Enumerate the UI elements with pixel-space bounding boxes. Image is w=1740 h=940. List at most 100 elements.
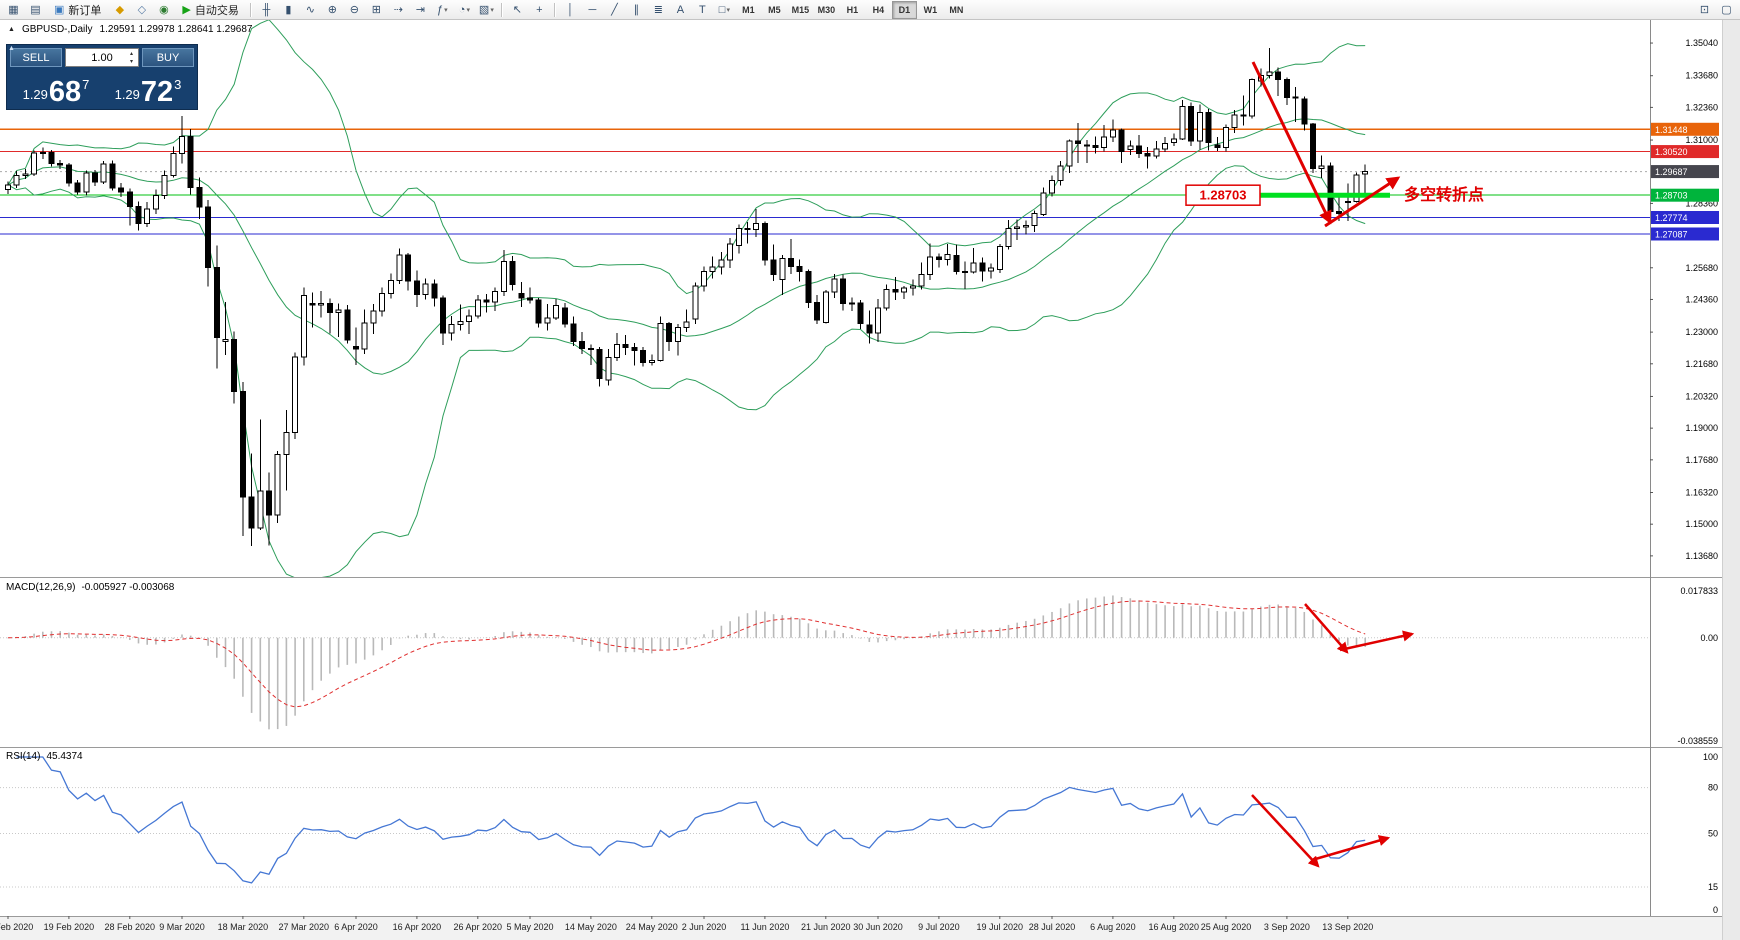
new-chart-icon[interactable]: ▦ — [3, 0, 24, 19]
market-watch-icon[interactable]: ◆ — [109, 0, 130, 19]
timeframe-h1[interactable]: H1 — [846, 4, 859, 15]
timeframe-mn[interactable]: MN — [949, 4, 964, 15]
zoom-in-icon: ⊕ — [327, 4, 337, 16]
toolbar-separator — [249, 2, 252, 17]
sell-button[interactable]: SELL — [10, 48, 62, 67]
periods-icon-dropdown[interactable]: ▾ — [466, 6, 470, 14]
equidistant-channel-icon: ∥ — [633, 4, 640, 16]
price-annotations[interactable]: 1.28703 多空转折点 — [1185, 61, 1484, 228]
data-window-icon[interactable]: ◇ — [131, 0, 152, 19]
down-move-arrow — [1251, 61, 1332, 225]
zoom-out-icon[interactable]: ⊖ — [344, 0, 365, 19]
auto-scroll-icon: ⇢ — [393, 4, 403, 16]
horizontal-line-icon[interactable]: ─ — [582, 0, 603, 19]
new-order-button[interactable]: ▣ 新订单 — [47, 0, 108, 19]
turning-point-text: 多空转折点 — [1404, 185, 1484, 204]
profiles-icon[interactable]: ▤ — [25, 0, 46, 19]
market-watch-icon: ◆ — [115, 4, 125, 16]
auto-scroll-icon[interactable]: ⇢ — [388, 0, 409, 19]
toolbar-separator — [500, 2, 503, 17]
chart-marker-icon: ▲ — [8, 26, 15, 33]
fibonacci-icon[interactable]: ≣ — [648, 0, 669, 19]
arrows-icon[interactable]: □ ▾ — [714, 0, 735, 19]
spin-down-icon[interactable]: ▾ — [129, 59, 133, 65]
macd-scale-zero: 0.00 — [1700, 633, 1718, 643]
autotrading-button[interactable]: ▶ 自动交易 — [175, 0, 245, 19]
templates-icon[interactable]: ▧ ▾ — [476, 0, 497, 19]
periods-icon[interactable]: ◔ ▾ — [454, 0, 475, 19]
badge-text: 1.27774 — [1655, 213, 1688, 223]
timeframe-m15[interactable]: M15 — [791, 4, 810, 15]
time-axis-label: 28 Feb 2020 — [105, 922, 156, 932]
window-list-icon[interactable]: ▢ — [1716, 0, 1737, 19]
time-axis-label: 5 May 2020 — [506, 922, 553, 932]
time-axis-label: 21 Jun 2020 — [801, 922, 851, 932]
indicators-icon-dropdown[interactable]: ▾ — [444, 6, 448, 14]
timeframe-m30[interactable]: M30 — [817, 4, 836, 15]
volume-spinner[interactable]: ▴ ▾ — [126, 50, 137, 65]
current-price-badge — [1651, 165, 1719, 179]
main-toolbar: ▦ ▤ ▣ 新订单 ◆ ◇ ◉ ▶ 自动交易 ╫ ▮ ∿ ⊕ ⊖ ⊞ ⇢ ⇥ ƒ ▾ ◔ ▾ ▧ ▾ ↖ + │ ─ ╱ ∥ ≣ A T □ ▾ M… — [0, 0, 1740, 20]
cursor-icon[interactable]: ↖ — [507, 0, 528, 19]
line-chart-icon: ∿ — [305, 4, 315, 16]
line-chart-icon[interactable]: ∿ — [300, 0, 321, 19]
templates-icon: ▧ — [478, 4, 490, 16]
spin-up-icon[interactable]: ▴ — [129, 51, 133, 57]
candlestick-chart-icon[interactable]: ▮ — [278, 0, 299, 19]
rsi-scale-label: 50 — [1708, 829, 1718, 839]
macd-annotations[interactable] — [1304, 603, 1415, 654]
new-order-button-icon: ▣ — [54, 4, 65, 16]
bar-chart-icon[interactable]: ╫ — [256, 0, 277, 19]
zoom-in-icon[interactable]: ⊕ — [322, 0, 343, 19]
sell-price-display[interactable]: 1.29 68 7 — [22, 76, 90, 109]
time-axis-label: 19 Jul 2020 — [977, 922, 1024, 932]
timeframe-w1[interactable]: W1 — [923, 4, 938, 15]
rsi-annotations[interactable] — [1251, 794, 1391, 868]
buy-price-display[interactable]: 1.29 72 3 — [114, 76, 182, 109]
new-window-icon: ⊡ — [1699, 4, 1710, 16]
timeframe-d1[interactable]: D1 — [891, 0, 917, 19]
indicators-icon[interactable]: ƒ ▾ — [432, 0, 453, 19]
horizontal-level-lines[interactable] — [0, 128, 1650, 235]
price-scale-label: 1.24360 — [1685, 294, 1718, 304]
text-label-icon[interactable]: T — [692, 0, 713, 19]
tile-windows-icon[interactable]: ⊞ — [366, 0, 387, 19]
level-price-badge — [1651, 122, 1719, 136]
chart-background — [0, 20, 1740, 940]
price-scale-label: 1.35040 — [1685, 38, 1718, 48]
equidistant-channel-icon[interactable]: ∥ — [626, 0, 647, 19]
badge-text: 1.29687 — [1655, 167, 1688, 177]
horizontal-line-icon: ─ — [588, 3, 597, 16]
time-axis-label: 10 Feb 2020 — [0, 922, 33, 932]
timeframe-m1[interactable]: M1 — [742, 4, 755, 15]
new-window-icon[interactable]: ⊡ — [1694, 0, 1715, 19]
timeframe-h4[interactable]: H4 — [872, 4, 885, 15]
crosshair-icon[interactable]: + — [529, 0, 550, 19]
navigator-icon[interactable]: ◉ — [153, 0, 174, 19]
price-scale[interactable]: 1.35040 1.33680 1.32360 1.31000 1.28360 1.256… — [1650, 38, 1719, 561]
text-icon[interactable]: A — [670, 0, 691, 19]
timeframe-m5[interactable]: M5 — [768, 4, 781, 15]
new-order-button-label: 新订单 — [68, 4, 102, 17]
price-callout-box — [1185, 184, 1261, 206]
arrows-icon-dropdown[interactable]: ▾ — [726, 6, 730, 14]
right-scrollbar[interactable] — [1722, 20, 1740, 940]
trendline-icon[interactable]: ╱ — [604, 0, 625, 19]
volume-input[interactable]: 1.00 ▴ ▾ — [65, 48, 139, 67]
badge-text: 1.28703 — [1655, 191, 1688, 201]
templates-icon-dropdown[interactable]: ▾ — [490, 6, 494, 14]
collapse-panel-icon[interactable]: ▲ — [8, 45, 15, 52]
crosshair-icon: + — [536, 3, 543, 16]
vertical-line-icon[interactable]: │ — [560, 0, 581, 19]
time-axis-label: 9 Jul 2020 — [918, 922, 960, 932]
buy-button[interactable]: BUY — [142, 48, 194, 67]
macd-pane — [0, 595, 1650, 730]
macd-scale-max: 0.017833 — [1680, 586, 1718, 596]
chart-shift-icon[interactable]: ⇥ — [410, 0, 431, 19]
candles — [5, 48, 1369, 547]
level-price-badge — [1651, 188, 1719, 202]
price-scale-label: 1.32360 — [1685, 102, 1718, 112]
pane-splitters[interactable] — [0, 20, 1740, 917]
